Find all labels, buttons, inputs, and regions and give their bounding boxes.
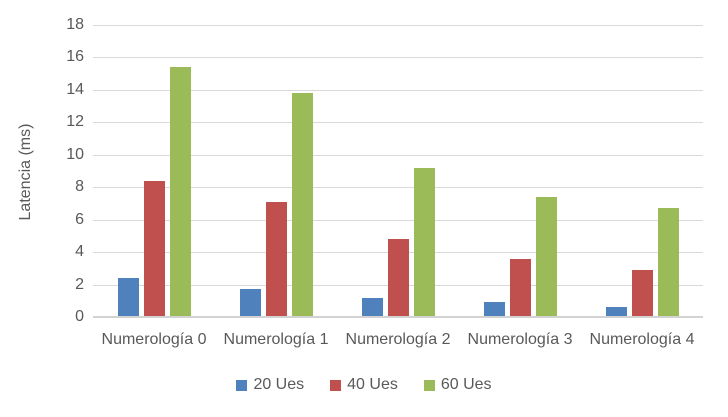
gridline-y-12: [93, 122, 703, 124]
bar-20-ues-2: [361, 297, 383, 317]
bar-20-ues-1: [239, 289, 261, 317]
legend-swatch-icon: [236, 379, 248, 391]
gridline-y-6: [93, 219, 703, 221]
bar-40-ues-3: [509, 258, 531, 317]
x-axis-category-labels: Numerología 0 Numerología 1 Numerología 2 N…: [93, 331, 703, 349]
bar-40-ues-4: [631, 269, 653, 317]
bar-group-1: [215, 25, 337, 317]
y-tick-label-14: 14: [66, 80, 84, 98]
x-axis-line: [93, 316, 703, 318]
y-tick-label-18: 18: [66, 16, 84, 33]
y-tick-label-0: 0: [75, 308, 84, 325]
gridline-y-18: [93, 25, 703, 26]
gridline-y-10: [93, 154, 703, 156]
y-tick-label-10: 10: [66, 145, 84, 163]
bar-40-ues-2: [387, 239, 409, 317]
bar-groups: [93, 25, 703, 317]
bar-60-ues-3: [535, 196, 557, 317]
legend-swatch-icon: [423, 379, 435, 391]
y-tick-label-6: 6: [75, 210, 84, 228]
bar-group-2: [337, 25, 459, 317]
gridline-y-16: [93, 57, 703, 59]
bar-20-ues-0: [117, 278, 139, 317]
bar-60-ues-1: [291, 93, 313, 317]
bar-group-0: [93, 25, 215, 317]
bar-60-ues-4: [657, 208, 679, 317]
y-axis-title: Latencia (ms): [17, 123, 34, 221]
plot-area: [93, 25, 703, 318]
gridline-y-8: [93, 187, 703, 189]
y-tick-label-8: 8: [75, 178, 84, 196]
legend-entry-2: 60 Ues: [423, 376, 492, 394]
bar-40-ues-0: [143, 180, 165, 317]
y-tick-label-2: 2: [75, 275, 84, 293]
legend-swatch-icon: [330, 379, 342, 391]
legend-entry-0: 20 Ues: [236, 376, 304, 394]
bar-group-3: [459, 25, 581, 317]
y-tick-label-4: 4: [75, 243, 84, 261]
gridline-y-14: [93, 89, 703, 91]
legend-entry-1: 40 Ues: [330, 376, 398, 394]
bar-60-ues-0: [169, 67, 191, 317]
legend-label: 60 Ues: [440, 376, 492, 393]
bar-20-ues-3: [483, 302, 505, 317]
bar-20-ues-4: [605, 307, 627, 317]
bar-group-4: [581, 25, 703, 317]
bar-40-ues-1: [265, 201, 287, 317]
x-category-label-2: Numerología 2: [345, 331, 451, 348]
bar-60-ues-2: [413, 167, 435, 317]
y-tick-label-16: 16: [66, 48, 84, 66]
legend-label: 20 Ues: [253, 376, 305, 393]
y-tick-label-12: 12: [66, 113, 84, 131]
x-category-label-4: Numerología 4: [589, 331, 695, 348]
x-category-label-3: Numerología 3: [467, 331, 573, 348]
legend: 20 Ues 40 Ues 60 Ues: [0, 376, 728, 394]
x-category-label-0: Numerología 0: [101, 331, 207, 348]
legend-label: 40 Ues: [347, 376, 398, 393]
x-category-label-1: Numerología 1: [223, 331, 329, 348]
